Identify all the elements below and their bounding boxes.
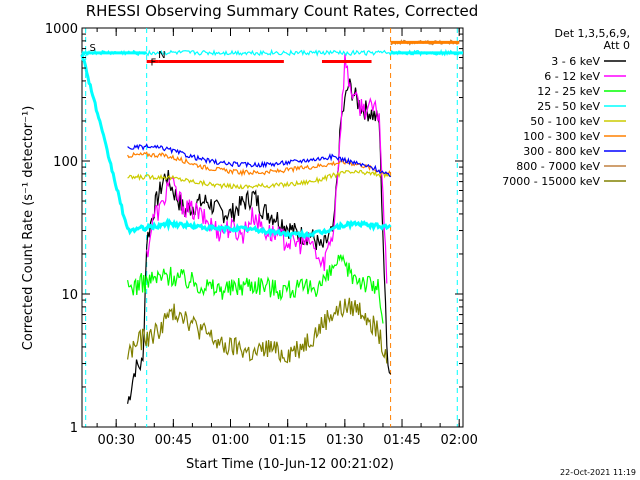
plot-frame bbox=[81, 27, 464, 428]
legend-label: 800 - 7000 keV bbox=[516, 160, 600, 173]
legend-label: 300 - 800 keV bbox=[523, 145, 600, 158]
series-line bbox=[80, 54, 392, 240]
series-line bbox=[127, 143, 392, 178]
chart-title: RHESSI Observing Summary Count Rates, Co… bbox=[86, 2, 479, 20]
x-tick-label: 01:45 bbox=[383, 433, 420, 448]
x-tick-label: 00:45 bbox=[155, 433, 192, 448]
flag-label: F bbox=[150, 57, 156, 68]
series-line bbox=[127, 169, 391, 190]
legend-header: Att 0 bbox=[604, 39, 630, 52]
legend-label: 100 - 300 keV bbox=[523, 130, 600, 143]
x-tick-label: 01:30 bbox=[326, 433, 363, 448]
x-tick-label: 00:30 bbox=[97, 433, 134, 448]
series-line bbox=[127, 297, 388, 364]
footer-date: 22-Oct-2021 11:19 bbox=[560, 468, 636, 477]
x-tick-label: 01:00 bbox=[212, 433, 249, 448]
y-tick-label: 10 bbox=[61, 288, 78, 303]
series-line bbox=[127, 78, 392, 404]
x-tick-label: 01:15 bbox=[269, 433, 306, 448]
y-tick-label: 100 bbox=[53, 155, 78, 170]
y-axis-label: Corrected Count Rate (s⁻¹ detector⁻¹) bbox=[21, 106, 36, 351]
flag-label: S bbox=[89, 43, 95, 54]
x-axis-label: Start Time (10-Jun-12 00:21:02) bbox=[186, 457, 394, 472]
series-line bbox=[146, 53, 388, 284]
series-line bbox=[127, 254, 384, 324]
legend-label: 12 - 25 keV bbox=[537, 85, 600, 98]
legend-label: 3 - 6 keV bbox=[551, 55, 600, 68]
legend: Det 1,3,5,6,9,Att 0 3 - 6 keV 6 - 12 keV 12… bbox=[502, 27, 630, 188]
y-tick-label: 1000 bbox=[45, 22, 78, 37]
y-tick-label: 1 bbox=[70, 421, 78, 436]
legend-label: 50 - 100 keV bbox=[530, 115, 600, 128]
plot-area bbox=[81, 27, 464, 428]
series-layer: S NF bbox=[80, 28, 463, 427]
legend-label: 6 - 12 keV bbox=[544, 70, 600, 83]
legend-header: Det 1,3,5,6,9, bbox=[554, 27, 630, 40]
flag-label: N bbox=[158, 50, 165, 61]
x-tick-label: 02:00 bbox=[440, 433, 477, 448]
legend-label: 25 - 50 keV bbox=[537, 100, 600, 113]
legend-label: 7000 - 15000 keV bbox=[502, 175, 600, 188]
axes-layer: 1 10 100 1000 00:30 00:45 01:00 01:15 01:30 01:45… bbox=[45, 22, 478, 448]
